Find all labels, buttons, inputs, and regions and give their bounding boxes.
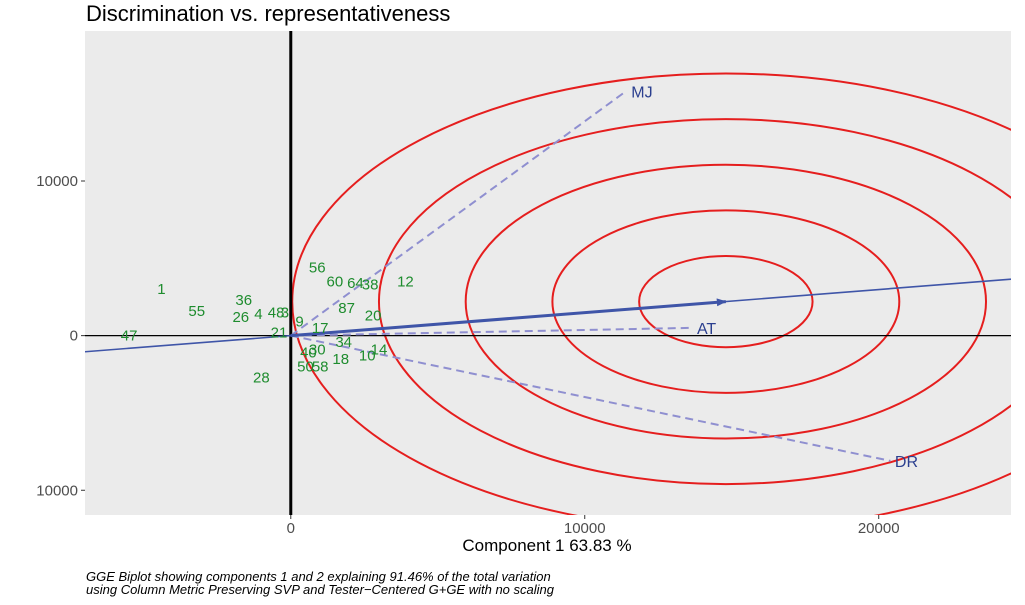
genotype-label-55: 55 [188,303,205,320]
concentric-circle-1 [638,254,814,349]
x-tick-label-0: 0 [287,520,295,537]
genotype-label-21: 21 [271,325,288,342]
genotype-label-10: 10 [359,348,376,365]
genotype-label-36: 36 [235,292,252,309]
genotype-label-26: 26 [232,309,249,326]
plot-panel [85,31,1011,515]
env-vector-mj [290,90,627,337]
genotype-label-47: 47 [121,328,138,345]
genotype-label-3: 3 [281,304,289,321]
genotype-label-48: 48 [268,304,285,321]
caption-line-1: GGE Biplot showing components 1 and 2 ex… [86,569,551,584]
x-axis-title: Component 1 63.83 % [462,536,631,555]
y-tick-label-10000: 10000 [36,173,78,190]
y-tick-label-0: 0 [70,328,78,345]
chart-title: Discrimination vs. representativeness [86,1,450,26]
genotype-label-38: 38 [362,277,379,294]
x-tick-label-20000: 20000 [858,520,900,537]
genotype-label-58: 58 [312,359,329,376]
axis-layer: 0 10000 20000 10000 0 10000 [36,173,899,537]
average-environment-arrow [290,298,727,338]
caption-line-2: using Column Metric Preserving SVP and T… [86,582,555,597]
env-label-at: AT [697,321,716,338]
genotype-label-64: 64 [347,275,364,292]
y-tick-label--10000: 10000 [36,482,78,499]
concentric-circle-2 [551,209,901,394]
genotype-label-14: 14 [371,342,388,359]
genotype-label-87: 87 [338,300,355,317]
genotype-label-40: 40 [300,345,317,362]
genotype-label-34: 34 [335,334,352,351]
env-label-dr: DR [895,454,918,471]
genotype-label-56: 56 [309,260,326,277]
genotype-label-28: 28 [253,369,270,386]
genotype-label-17: 17 [312,320,329,337]
genotype-label-50: 50 [297,359,314,376]
concentric-circle-4 [378,118,1011,486]
genotype-label-60: 60 [327,274,344,291]
genotype-label-20: 20 [365,308,382,325]
genotype-label-12: 12 [397,274,414,291]
env-vector-at [290,326,691,337]
genotype-label-1: 1 [157,281,165,298]
genotype-label-4: 4 [254,306,262,323]
genotype-label-30: 30 [309,342,326,359]
env-vector-dr [290,334,891,462]
x-tick-label-10000: 10000 [564,520,606,537]
genotype-label-18: 18 [332,351,349,368]
genotype-label-9: 9 [295,314,303,331]
concentric-circle-3 [464,163,988,440]
env-label-mj: MJ [631,84,652,101]
